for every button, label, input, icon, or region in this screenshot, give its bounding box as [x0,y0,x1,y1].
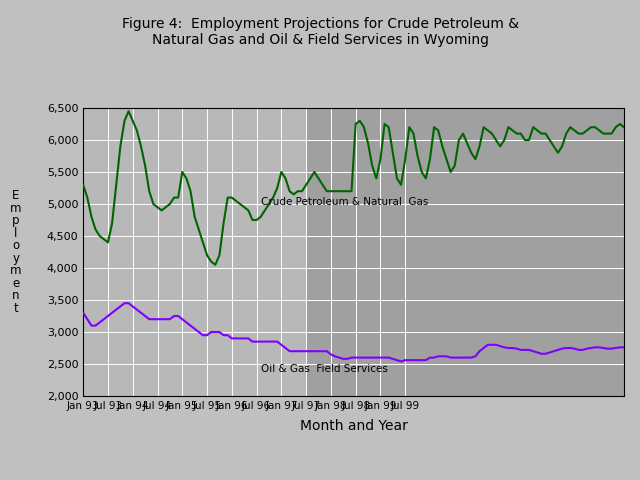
Text: Crude Petroleum & Natural  Gas: Crude Petroleum & Natural Gas [260,197,428,207]
X-axis label: Month and Year: Month and Year [300,419,408,433]
Text: E
m
p
l
o
y
m
e
n
t: E m p l o y m e n t [10,189,22,315]
Text: Figure 4:  Employment Projections for Crude Petroleum &
Natural Gas and Oil & Fi: Figure 4: Employment Projections for Cru… [122,17,518,47]
Text: Oil & Gas  Field Services: Oil & Gas Field Services [260,364,388,374]
Bar [306,108,624,396]
